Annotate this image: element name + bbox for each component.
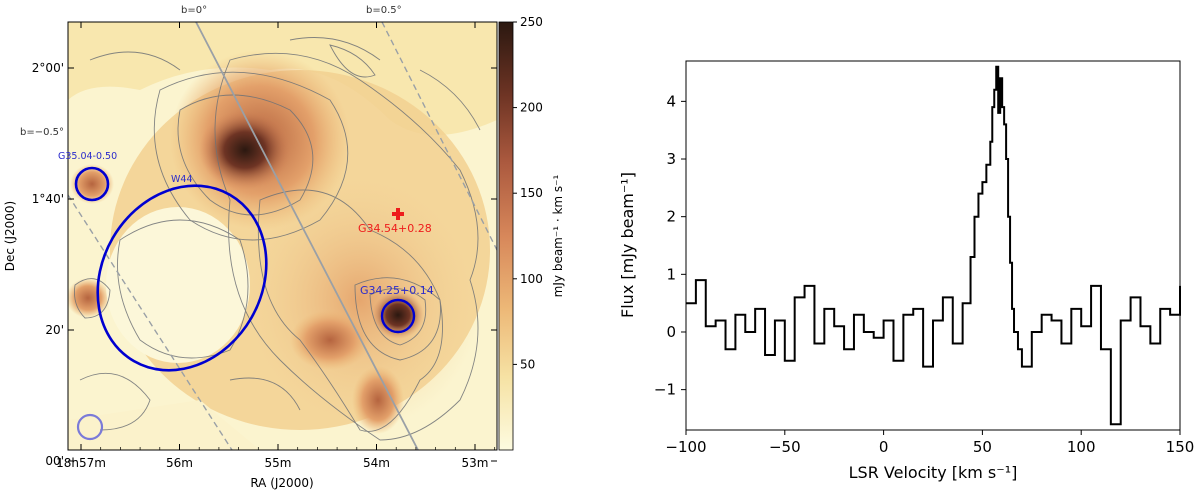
map-y-tick-label: 2°00' — [32, 61, 64, 75]
colorbar — [498, 21, 514, 451]
colorbar-label: mJy beam⁻¹ · km s⁻¹ — [551, 174, 565, 297]
spectrum-series-line — [686, 65, 1181, 426]
map-y-tick-label: 00' — [45, 454, 64, 468]
g34-25-circle — [380, 298, 416, 334]
map-y-tick-label: 20' — [45, 323, 64, 337]
spectrum-x-tick-label: 100 — [1067, 438, 1096, 456]
colorbar-tick-label: 250 — [520, 15, 543, 29]
spectrum-panel: −100 −50 0 50 100 150 −1 0 1 2 3 4 LSR Velocity [km… — [618, 60, 1194, 482]
map-y-tick-label: 1°40' — [32, 192, 64, 206]
spectrum-x-tick-label: 0 — [879, 438, 889, 456]
spectrum-frame — [685, 60, 1181, 431]
galactic-line-b0 — [195, 22, 419, 450]
galactic-line-b05 — [381, 22, 497, 251]
map-frame — [67, 21, 498, 451]
spectrum-y-tick-label: −1 — [654, 381, 676, 399]
galactic-line-bm05 — [68, 194, 233, 450]
spectrum-y-tick-label: 4 — [666, 92, 676, 110]
galactic-label: b=−0.5° — [20, 127, 64, 138]
spectrum-y-axis-label: Flux [mJy beam⁻¹] — [618, 172, 637, 318]
map-x-tick-label: 55m — [265, 456, 292, 470]
spectrum-y-tick-label: 0 — [666, 323, 676, 341]
map-x-tick-label: 54m — [363, 456, 390, 470]
spectrum-x-axis-label: LSR Velocity [km s⁻¹] — [849, 463, 1018, 482]
beam-circle — [76, 413, 104, 441]
annotation-label: G34.25+0.14 — [360, 284, 434, 297]
map-image — [68, 22, 497, 450]
map-x-tick-label: 53m — [462, 456, 489, 470]
spectrum-y-tick-label: 2 — [666, 208, 676, 226]
galactic-label: b=0° — [181, 5, 207, 16]
map-x-tick-label: 56m — [166, 456, 193, 470]
w44-ellipse — [96, 184, 268, 372]
spectrum-y-tick-label: 1 — [666, 265, 676, 283]
colorbar-tick-label: 150 — [520, 186, 543, 200]
spectrum-x-tick-label: 150 — [1166, 438, 1195, 456]
map-panel: 18h57m 56m 55m 54m 53m 2°00' 1°40' 20' 00' G35.0… — [3, 5, 565, 490]
colorbar-tick-label: 100 — [520, 272, 543, 286]
spectrum-x-tick-label: −50 — [769, 438, 801, 456]
colorbar-ticks: 50 100 150 200 250 — [513, 15, 543, 371]
spectrum-x-tick-label: 50 — [973, 438, 992, 456]
galactic-label: b=0.5° — [366, 5, 402, 16]
map-y-axis-label: Dec (J2000) — [3, 201, 17, 271]
spectrum-ticks: −100 −50 0 50 100 150 −1 0 1 2 3 4 — [654, 92, 1194, 456]
spectrum-x-tick-label: −100 — [665, 438, 706, 456]
map-x-tick-label: 18h57m — [56, 456, 106, 470]
annotation-label: G34.54+0.28 — [358, 222, 432, 235]
g35-circle — [74, 166, 110, 202]
spectrum-y-tick-label: 3 — [666, 150, 676, 168]
colorbar-tick-label: 200 — [520, 101, 543, 115]
annotation-label: G35.04-0.50 — [58, 151, 117, 162]
g34-54-cross — [392, 208, 404, 220]
annotation-label: W44 — [171, 174, 192, 185]
colorbar-tick-label: 50 — [520, 357, 535, 371]
map-x-axis-label: RA (J2000) — [250, 476, 313, 490]
map-ticks: 18h57m 56m 55m 54m 53m 2°00' 1°40' 20' 00' — [32, 22, 497, 470]
